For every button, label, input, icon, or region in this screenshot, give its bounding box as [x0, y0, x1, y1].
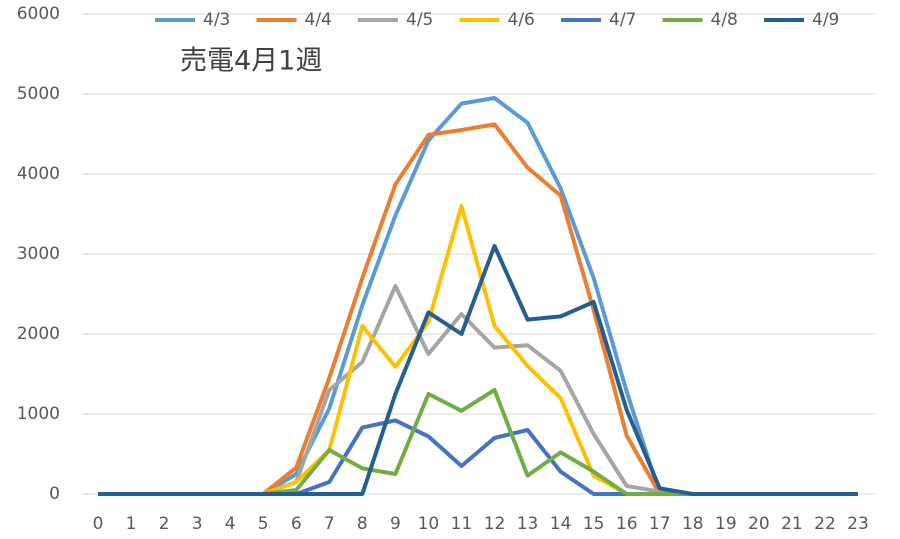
x-tick-label: 4: [225, 514, 236, 534]
legend-label: 4/4: [305, 10, 332, 30]
series-line: [98, 284, 858, 496]
legend-label: 4/6: [508, 10, 535, 30]
legend-label: 4/7: [609, 10, 636, 30]
x-tick-label: 1: [126, 514, 137, 534]
x-tick-label: 22: [814, 514, 836, 534]
series-line: [98, 418, 858, 496]
x-tick-label: 13: [517, 514, 539, 534]
series-line: [98, 122, 858, 496]
x-tick-label: 18: [682, 514, 704, 534]
x-tick-label: 8: [357, 514, 368, 534]
y-tick-label: 6000: [17, 4, 60, 24]
x-tick-label: 21: [781, 514, 803, 534]
series-line: [98, 388, 858, 496]
y-tick-label: 0: [49, 484, 60, 504]
y-tick-label: 3000: [17, 244, 60, 264]
series-line: [98, 96, 858, 496]
x-tick-label: 9: [390, 514, 401, 534]
x-tick-label: 0: [93, 514, 104, 534]
series-line: [98, 244, 858, 496]
x-tick-label: 6: [291, 514, 302, 534]
chart-title: 売電4月1週: [180, 46, 322, 77]
legend-label: 4/5: [406, 10, 433, 30]
x-tick-label: 7: [324, 514, 335, 534]
legend-label: 4/8: [711, 10, 738, 30]
x-tick-label: 12: [484, 514, 506, 534]
legend-label: 4/3: [203, 10, 230, 30]
x-tick-label: 17: [649, 514, 671, 534]
y-tick-label: 5000: [17, 84, 60, 104]
y-tick-label: 1000: [17, 404, 60, 424]
x-tick-label: 15: [583, 514, 605, 534]
x-tick-label: 14: [550, 514, 572, 534]
x-tick-label: 2: [159, 514, 170, 534]
x-tick-label: 19: [715, 514, 737, 534]
x-tick-label: 20: [748, 514, 770, 534]
x-tick-label: 23: [847, 514, 869, 534]
legend-label: 4/9: [812, 10, 839, 30]
x-tick-label: 5: [258, 514, 269, 534]
x-tick-label: 3: [192, 514, 203, 534]
x-tick-label: 10: [418, 514, 440, 534]
y-tick-label: 4000: [17, 164, 60, 184]
y-tick-label: 2000: [17, 324, 60, 344]
x-tick-label: 16: [616, 514, 638, 534]
x-tick-label: 11: [451, 514, 473, 534]
